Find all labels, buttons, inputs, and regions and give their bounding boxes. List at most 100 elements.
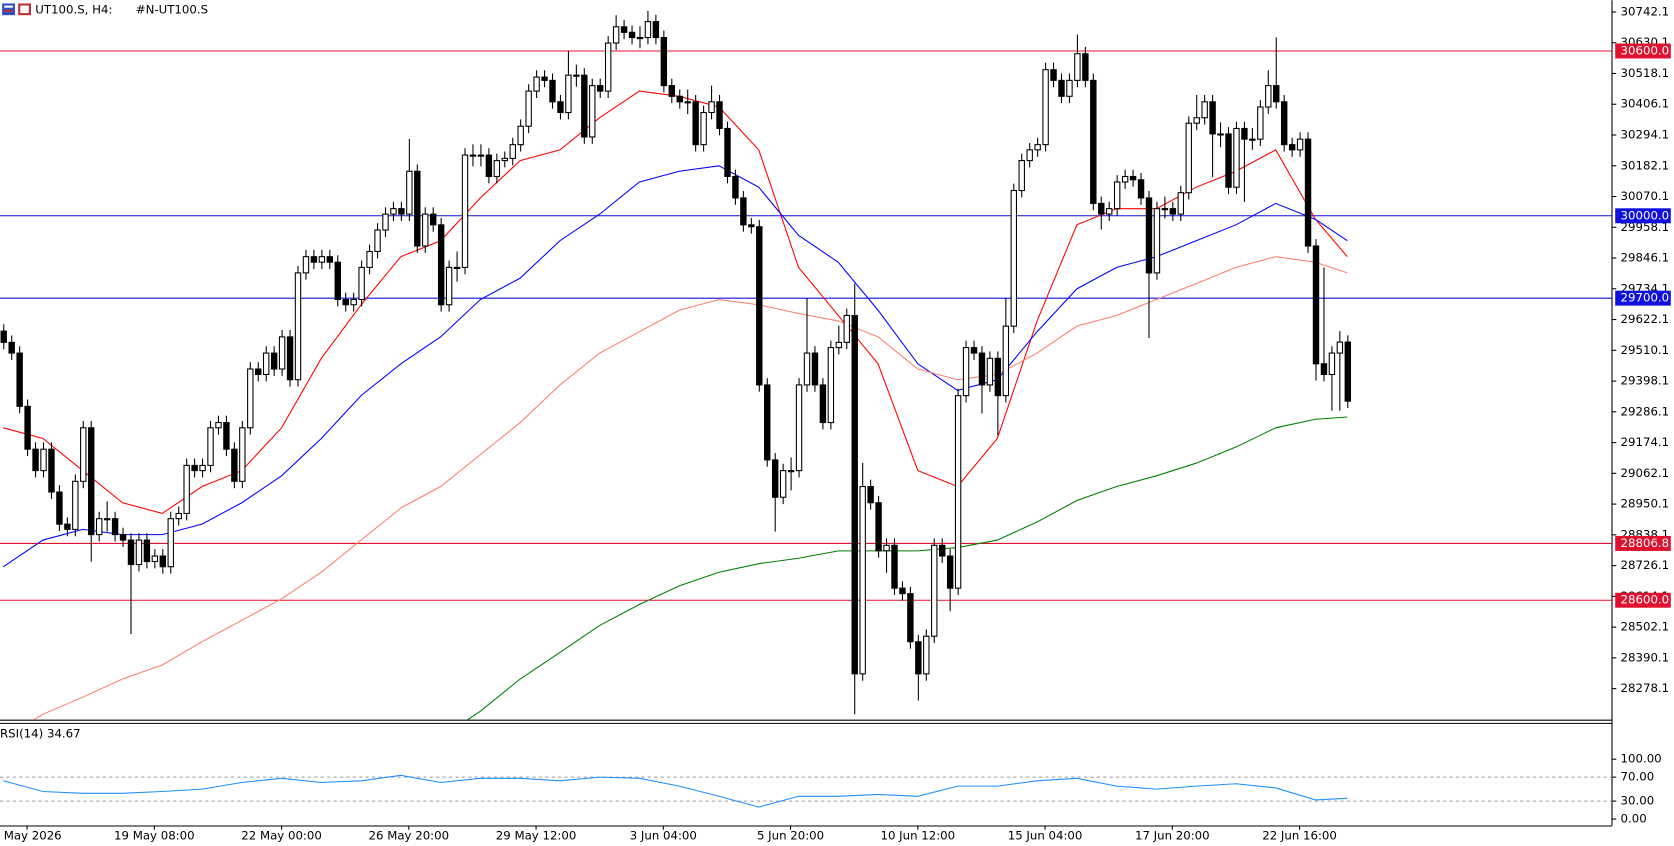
candle-body (795, 384, 803, 472)
candle-body (453, 266, 461, 270)
candle-body (56, 491, 63, 525)
candle-body (8, 341, 15, 354)
candle-body (994, 357, 1002, 397)
y-tick-label: 29174.1 (1621, 435, 1670, 449)
candle-body (0, 330, 7, 343)
moving-average-line (466, 416, 1348, 720)
candle-body (517, 125, 524, 146)
x-tick-label: 17 Jun 20:00 (1135, 829, 1210, 843)
candle-body (1034, 144, 1041, 151)
candle-body (883, 544, 890, 552)
symbol-icon (2, 3, 31, 16)
candle-body (342, 298, 349, 306)
candle-body (946, 555, 954, 589)
candle-body (191, 464, 198, 472)
x-tick-label: 5 Jun 20:00 (757, 829, 824, 843)
x-tick-label: 22 Jun 16:00 (1262, 829, 1337, 843)
rsi-tick-label: 70.00 (1621, 770, 1655, 784)
rsi-tick-label: 100.00 (1621, 752, 1662, 766)
candle-body (1185, 122, 1192, 194)
level-label: 30600.0 (1621, 44, 1670, 58)
candle-body (1312, 245, 1320, 365)
candle-body (1090, 79, 1097, 204)
rsi-tick-label: 30.00 (1621, 794, 1655, 808)
candle-body (40, 448, 47, 472)
candle-body (1161, 208, 1169, 211)
candle-body (628, 31, 636, 39)
level-label-box (1615, 43, 1671, 59)
rsi-value: 34.67 (47, 726, 81, 740)
candle-body (151, 555, 159, 563)
candle-body (286, 336, 294, 381)
candle-body (1106, 208, 1113, 215)
candle-body (1249, 138, 1256, 141)
level-label-box (1615, 208, 1671, 224)
candle-body (668, 85, 676, 97)
candle-body (533, 76, 540, 92)
candle-body (215, 422, 222, 429)
candle-body (239, 427, 246, 482)
candle-body (597, 85, 604, 92)
candle-body (1328, 352, 1336, 376)
candle-body (1296, 138, 1304, 151)
candle-body (716, 101, 723, 129)
candle-body (1336, 341, 1344, 354)
candle-body (962, 347, 970, 397)
candle-body (1098, 202, 1105, 215)
candle-body (978, 352, 986, 386)
candle-body (1002, 325, 1010, 397)
candle-body (199, 464, 206, 472)
level-label: 28600.0 (1621, 593, 1670, 607)
candle-body (374, 229, 381, 253)
candle-body (1121, 175, 1129, 183)
y-tick-label: 29510.1 (1621, 343, 1670, 357)
candle-body (779, 470, 787, 498)
candle-body (581, 74, 588, 138)
candle-body (740, 197, 747, 226)
candle-body (1129, 175, 1137, 181)
level-label-box (1615, 290, 1671, 306)
x-tick-label: 26 May 20:00 (369, 829, 450, 843)
x-tick-label: 3 Jun 04:00 (630, 829, 697, 843)
candle-body (270, 352, 278, 370)
candle-body (183, 464, 190, 514)
candle-body (294, 272, 302, 381)
candle-body (382, 213, 389, 231)
candle-body (437, 224, 445, 306)
candle-body (1074, 53, 1081, 81)
candle-body (1217, 133, 1224, 136)
candle-body (1153, 208, 1161, 274)
candle-body (1058, 79, 1065, 97)
candle-body (891, 544, 898, 589)
candle-body (748, 224, 755, 228)
y-tick-label: 28950.1 (1621, 497, 1670, 511)
y-tick-label: 29062.1 (1621, 466, 1670, 480)
candle-body (1050, 69, 1057, 81)
candle-body (326, 256, 334, 263)
candle-body (358, 266, 365, 301)
x-tick-label: 15 Jun 04:00 (1008, 829, 1083, 843)
candle-body (1177, 192, 1185, 215)
candle-body (1209, 101, 1216, 135)
candle-body (255, 368, 262, 376)
candle-body (167, 518, 174, 568)
candle-body (771, 459, 779, 498)
rsi-name: RSI(14) (0, 726, 43, 740)
candle-body (700, 111, 707, 146)
level-label-box (1615, 535, 1671, 551)
moving-average-line (2, 165, 1348, 568)
y-tick-label: 29622.1 (1621, 312, 1670, 326)
candle-body (573, 74, 580, 77)
x-tick-label: 29 May 12:00 (496, 829, 577, 843)
y-tick-label: 30294.1 (1621, 128, 1670, 142)
candle-body (1273, 85, 1280, 103)
candle-body (223, 422, 230, 450)
candle-body (1042, 69, 1049, 146)
candle-body (1169, 208, 1177, 215)
candle-body (318, 256, 326, 263)
candle-body (1193, 117, 1200, 124)
candle-body (525, 90, 532, 127)
candle-body (119, 534, 127, 541)
candle-body (565, 74, 572, 114)
